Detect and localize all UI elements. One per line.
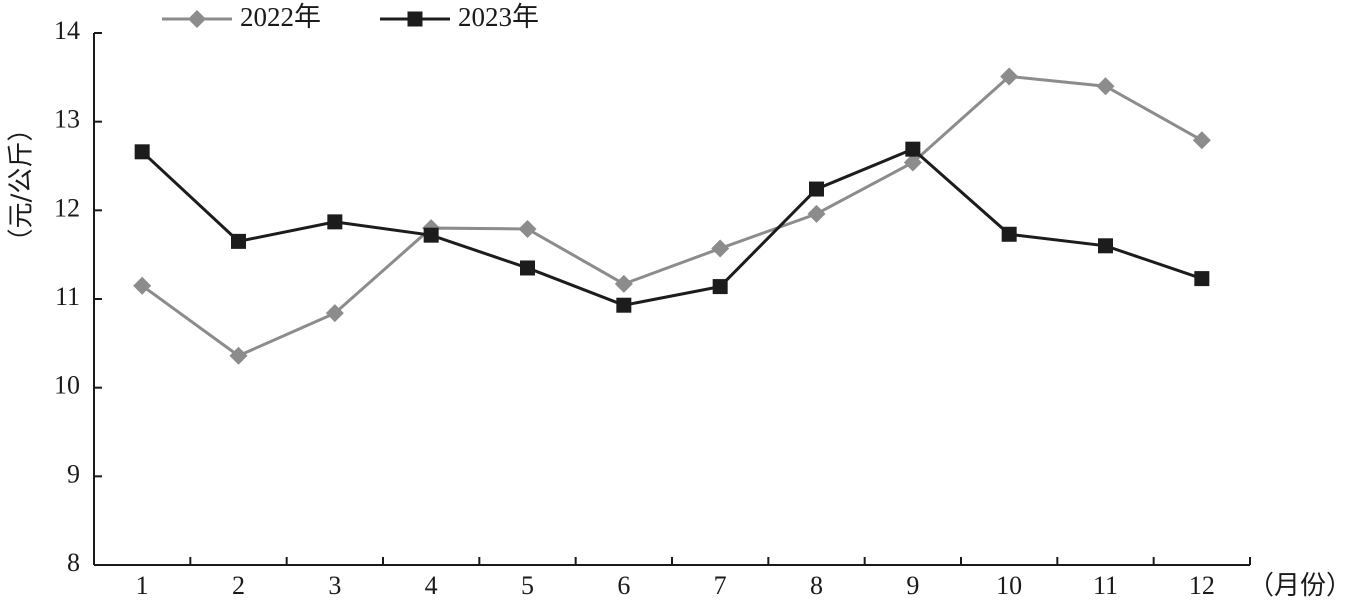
- data-point: [903, 153, 922, 172]
- y-tick-label: 8: [67, 548, 80, 577]
- data-point: [520, 260, 535, 276]
- data-point: [518, 219, 537, 238]
- legend-label: 2022年: [240, 2, 321, 32]
- data-point: [1096, 77, 1115, 96]
- y-tick-label: 9: [67, 459, 80, 488]
- series-line: [141, 74, 1203, 358]
- legend-swatch-marker: [407, 11, 423, 27]
- data-point: [905, 141, 921, 157]
- data-point: [134, 144, 150, 160]
- data-point: [712, 279, 728, 295]
- x-axis-ticks: 1 2 3 4 5 6 7 8 9 10 11 12: [93, 557, 1251, 600]
- data-point: [616, 297, 632, 313]
- data-point: [1192, 131, 1211, 150]
- x-tick-label: 8: [810, 571, 823, 600]
- x-tick-label: 1: [136, 571, 149, 600]
- series-2: [134, 141, 1210, 313]
- x-axis-title: （月份）: [1248, 571, 1352, 601]
- x-tick-label: 3: [328, 571, 341, 600]
- legend-label: 2023年: [458, 2, 539, 32]
- data-point: [614, 274, 633, 293]
- x-tick-label: 6: [617, 571, 630, 600]
- y-tick-label: 13: [54, 105, 80, 134]
- data-point: [423, 227, 439, 243]
- series-1: [133, 67, 1211, 365]
- data-point: [809, 181, 824, 197]
- x-tick-label: 9: [906, 571, 919, 600]
- data-point: [807, 204, 826, 223]
- data-point: [1098, 238, 1113, 254]
- data-point: [229, 346, 248, 365]
- data-point: [711, 239, 730, 258]
- y-tick-label: 11: [55, 282, 80, 311]
- x-tick-label: 11: [1093, 571, 1118, 600]
- x-tick-label: 2: [232, 571, 245, 600]
- x-tick-label: 10: [996, 571, 1022, 600]
- legend: 2022年 2023年: [162, 2, 539, 32]
- data-point: [133, 276, 152, 295]
- data-point: [1000, 67, 1019, 86]
- axes: [93, 33, 1250, 566]
- data-point: [327, 214, 343, 230]
- series-line: [141, 147, 1203, 307]
- y-tick-label: 12: [54, 193, 80, 222]
- x-tick-label: 5: [521, 571, 534, 600]
- x-tick-label: 7: [714, 571, 727, 600]
- legend-swatch-marker: [188, 10, 206, 28]
- series-layer: [133, 67, 1211, 365]
- legend-item: 2023年: [380, 2, 539, 32]
- data-point: [1194, 271, 1210, 287]
- data-point: [325, 304, 344, 323]
- x-tick-label: 4: [425, 571, 438, 600]
- y-axis-ticks: 8 9 10 11 12 13 14: [54, 16, 102, 577]
- data-point: [231, 233, 246, 249]
- y-tick-label: 14: [54, 16, 80, 45]
- y-tick-label: 10: [54, 371, 80, 400]
- data-point: [1001, 226, 1017, 242]
- y-axis-title: （元/公斤）: [7, 116, 37, 255]
- x-tick-label: 12: [1189, 571, 1215, 600]
- legend-item: 2022年: [162, 2, 321, 32]
